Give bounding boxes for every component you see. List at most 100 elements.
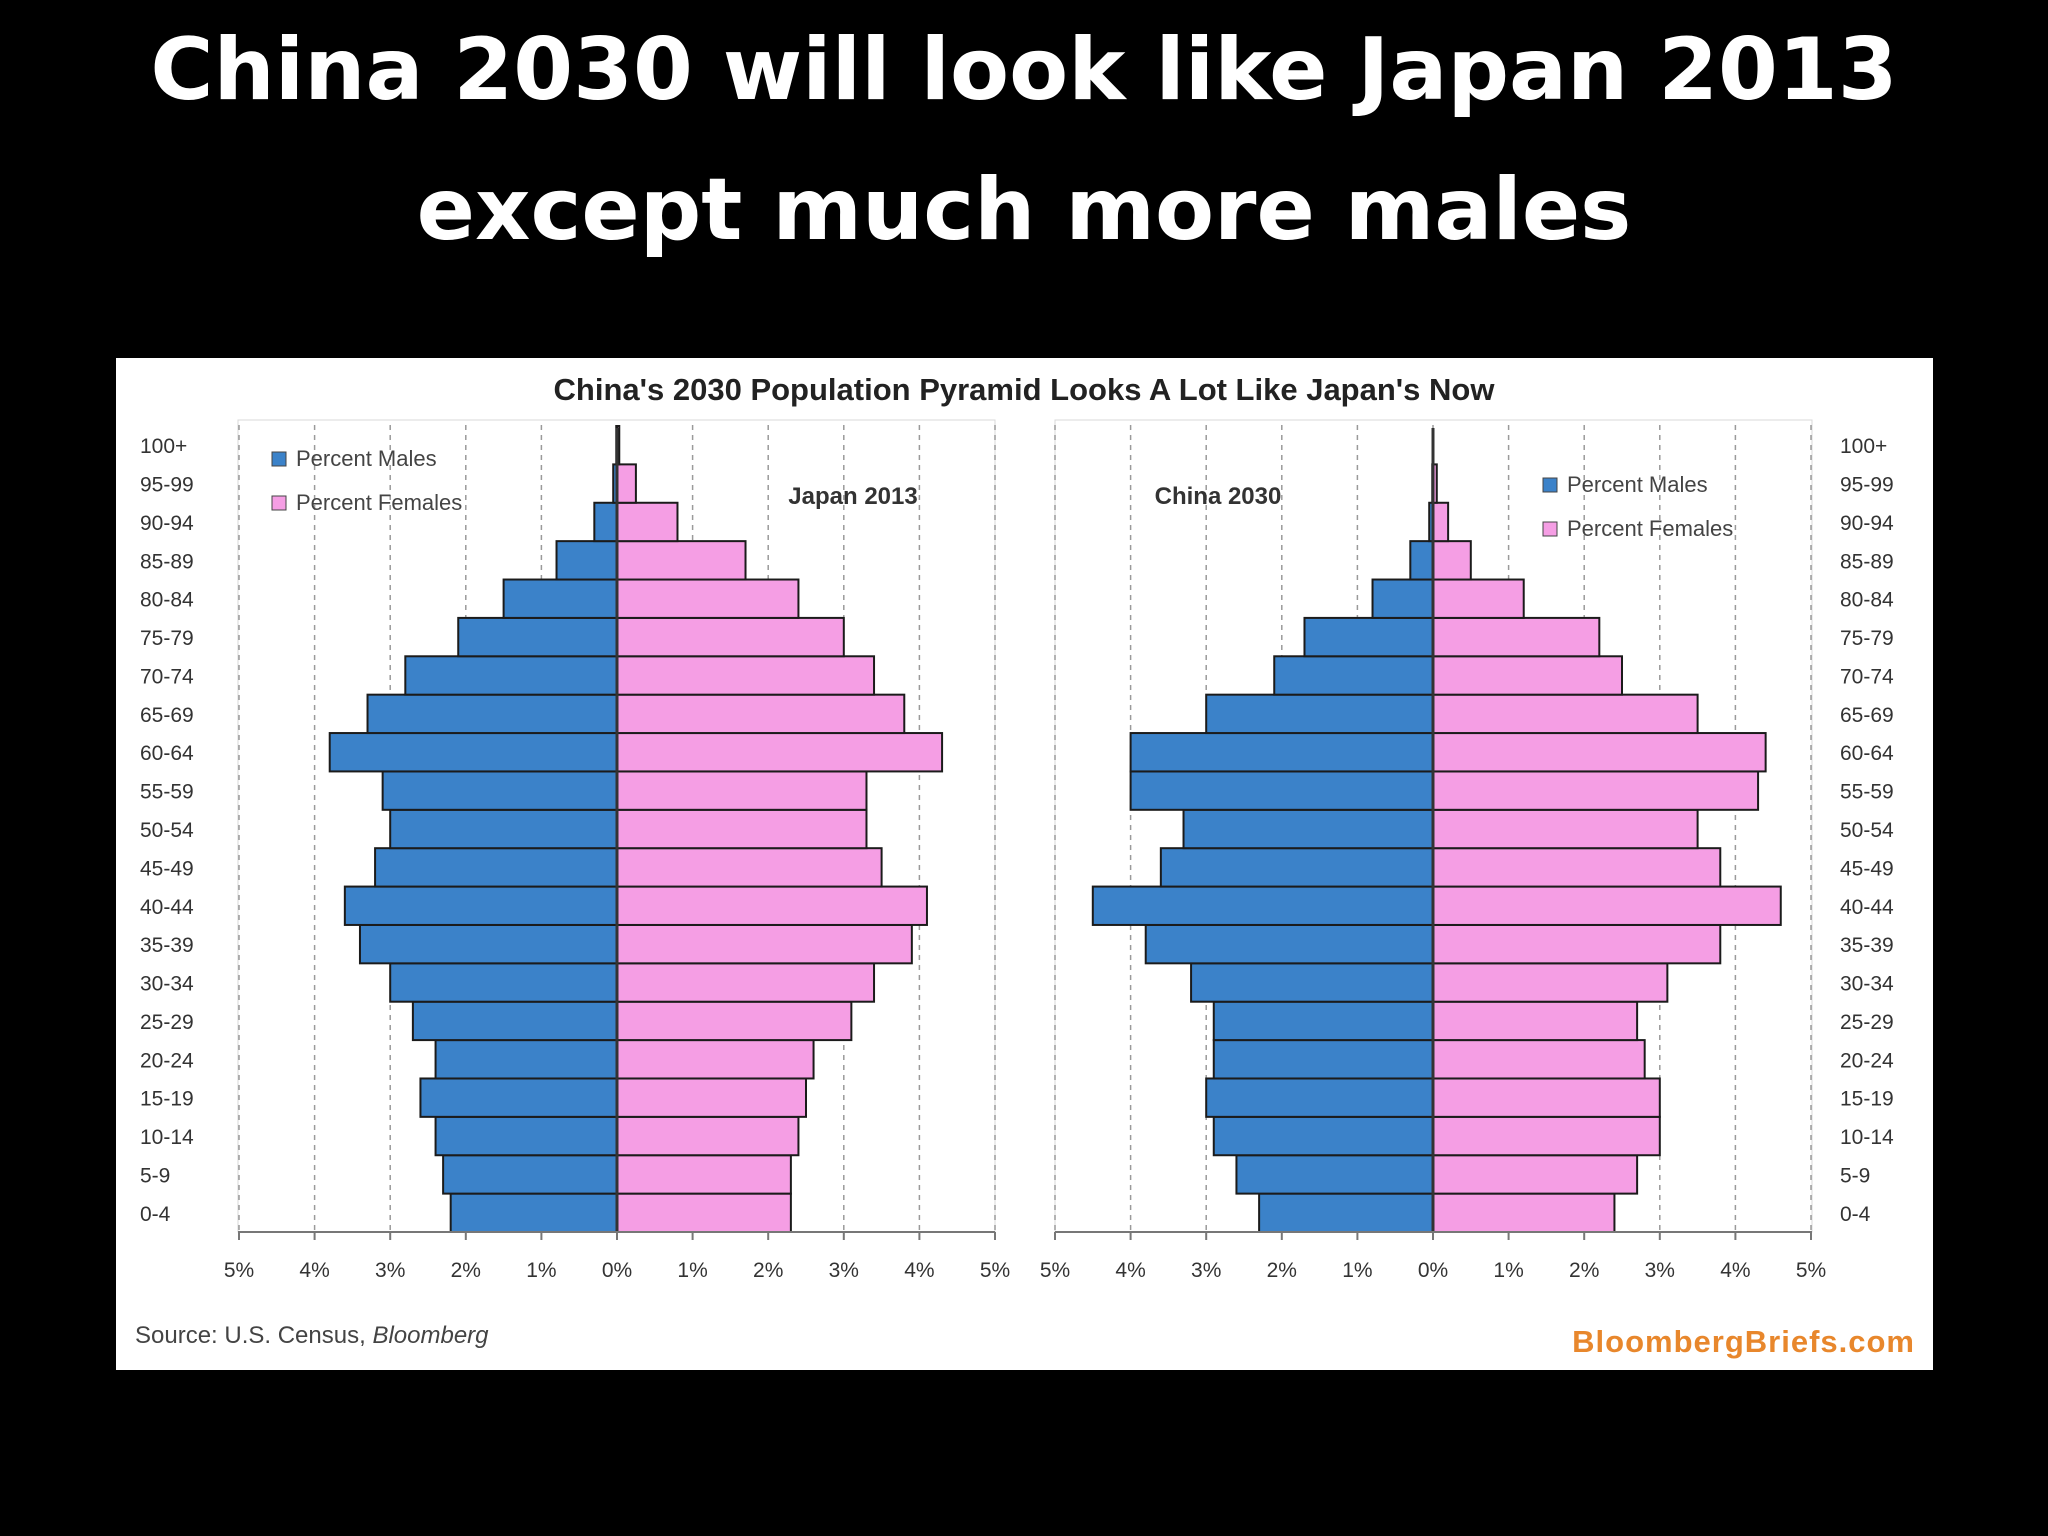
china-legend-male-swatch <box>1542 477 1558 493</box>
slide-title-line-2: except much more males <box>416 160 1632 260</box>
japan-x-tick-label: 4% <box>299 1259 329 1282</box>
japan-female-bar-50-54 <box>616 808 868 850</box>
japan-male-bar-15-19 <box>419 1077 618 1118</box>
china-male-bar-0-4 <box>1258 1192 1434 1233</box>
china-age-label: 45-49 <box>1840 857 1894 880</box>
china-x-tick-label: 2% <box>1267 1259 1297 1282</box>
japan-x-tick-label: 3% <box>375 1259 405 1282</box>
china-female-bar-10-14 <box>1432 1115 1661 1157</box>
japan-male-bar-0-4 <box>449 1192 618 1233</box>
china-age-label: 80-84 <box>1840 589 1894 612</box>
china-female-bar-15-19 <box>1432 1077 1661 1118</box>
japan-female-bar-75-79 <box>616 616 845 658</box>
japan-female-bar-45-49 <box>616 847 883 888</box>
china-female-bar-55-59 <box>1432 770 1760 811</box>
japan-female-bar-10-14 <box>616 1115 800 1157</box>
china-female-bar-0-4 <box>1432 1192 1616 1233</box>
japan-age-label: 15-19 <box>140 1088 194 1111</box>
china-male-bar-10-14 <box>1212 1115 1435 1157</box>
china-male-bar-50-54 <box>1182 808 1435 850</box>
china-age-label: 90-94 <box>1840 512 1894 535</box>
china-age-label: 55-59 <box>1840 781 1894 804</box>
japan-x-tick-label: 2% <box>451 1259 481 1282</box>
china-age-label: 75-79 <box>1840 627 1894 650</box>
china-male-bar-30-34 <box>1190 962 1434 1003</box>
china-age-label: 30-34 <box>1840 973 1894 996</box>
china-female-bar-35-39 <box>1432 923 1722 965</box>
china-age-label: 95-99 <box>1840 474 1894 497</box>
japan-male-bar-25-29 <box>411 1000 618 1042</box>
japan-age-label: 45-49 <box>140 857 194 880</box>
china-age-label: 50-54 <box>1840 819 1894 842</box>
japan-age-label: 100+ <box>140 435 187 458</box>
japan-male-bar-30-34 <box>389 962 619 1003</box>
china-male-bar-35-39 <box>1144 923 1434 965</box>
china-age-label: 35-39 <box>1840 934 1894 957</box>
japan-female-bar-55-59 <box>616 770 868 811</box>
japan-female-bar-0-4 <box>616 1192 792 1233</box>
china-female-bar-90-94 <box>1432 501 1450 543</box>
china-male-bar-15-19 <box>1205 1077 1434 1118</box>
source-prefix: Source: U.S. Census, <box>135 1322 373 1349</box>
china-female-bar-70-74 <box>1432 655 1623 696</box>
china-male-bar-60-64 <box>1129 732 1434 773</box>
japan-female-bar-25-29 <box>616 1000 853 1042</box>
china-age-label: 100+ <box>1840 435 1887 458</box>
china-male-bar-40-44 <box>1091 885 1435 926</box>
china-male-bar-80-84 <box>1371 578 1435 619</box>
japan-male-bar-20-24 <box>434 1039 618 1080</box>
japan-age-label: 75-79 <box>140 627 194 650</box>
japan-legend-female-label: Percent Females <box>296 490 462 515</box>
japan-female-bar-60-64 <box>616 732 944 773</box>
china-legend-male-label: Percent Males <box>1567 472 1708 497</box>
china-age-label: 40-44 <box>1840 896 1894 919</box>
japan-female-bar-65-69 <box>616 693 906 735</box>
japan-age-label: 70-74 <box>140 665 194 688</box>
japan-male-bar-80-84 <box>502 578 619 619</box>
japan-age-label: 95-99 <box>140 474 194 497</box>
japan-age-label: 85-89 <box>140 550 194 573</box>
china-male-bar-25-29 <box>1212 1000 1435 1042</box>
japan-male-bar-75-79 <box>457 616 618 658</box>
japan-male-bar-85-89 <box>555 540 619 581</box>
china-x-tick-label: 5% <box>1040 1259 1070 1282</box>
chart-title: China's 2030 Population Pyramid Looks A … <box>553 372 1495 407</box>
china-legend-female-swatch <box>1542 521 1558 537</box>
japan-x-tick-label: 1% <box>677 1259 707 1282</box>
japan-female-bar-35-39 <box>616 923 913 965</box>
japan-male-bar-10-14 <box>434 1115 618 1157</box>
japan-age-label: 0-4 <box>140 1203 171 1226</box>
china-age-label: 5-9 <box>1840 1164 1870 1187</box>
japan-age-label: 90-94 <box>140 512 194 535</box>
japan-x-tick-label: 5% <box>224 1259 254 1282</box>
japan-female-bar-95-99 <box>616 463 637 504</box>
japan-male-bar-5-9 <box>442 1154 618 1195</box>
china-female-bar-20-24 <box>1432 1039 1646 1080</box>
japan-male-bar-45-49 <box>374 847 618 888</box>
japan-female-bar-90-94 <box>616 501 679 543</box>
china-male-bar-70-74 <box>1273 655 1434 696</box>
japan-x-tick-label: 4% <box>904 1259 934 1282</box>
japan-age-label: 80-84 <box>140 589 194 612</box>
japan-male-bar-70-74 <box>404 655 618 696</box>
brand-watermark: BloombergBriefs.com <box>1572 1324 1915 1359</box>
china-male-bar-85-89 <box>1409 540 1434 581</box>
china-age-label: 15-19 <box>1840 1088 1894 1111</box>
japan-male-bar-65-69 <box>366 693 618 735</box>
china-female-bar-5-9 <box>1432 1154 1639 1195</box>
japan-age-label: 30-34 <box>140 973 194 996</box>
japan-female-bar-20-24 <box>616 1039 815 1080</box>
china-x-tick-label: 5% <box>1796 1259 1826 1282</box>
slide-title-line-1: China 2030 will look like Japan 2013 <box>150 20 1898 120</box>
japan-female-bar-70-74 <box>616 655 876 696</box>
china-x-tick-label: 1% <box>1493 1259 1523 1282</box>
china-female-bar-25-29 <box>1432 1000 1639 1042</box>
japan-legend-male-swatch <box>271 451 287 467</box>
japan-x-tick-label: 1% <box>526 1259 556 1282</box>
japan-x-tick-label: 3% <box>829 1259 859 1282</box>
japan-age-label: 5-9 <box>140 1164 170 1187</box>
japan-age-label: 35-39 <box>140 934 194 957</box>
japan-x-tick-label: 5% <box>980 1259 1010 1282</box>
china-female-bar-60-64 <box>1432 732 1767 773</box>
